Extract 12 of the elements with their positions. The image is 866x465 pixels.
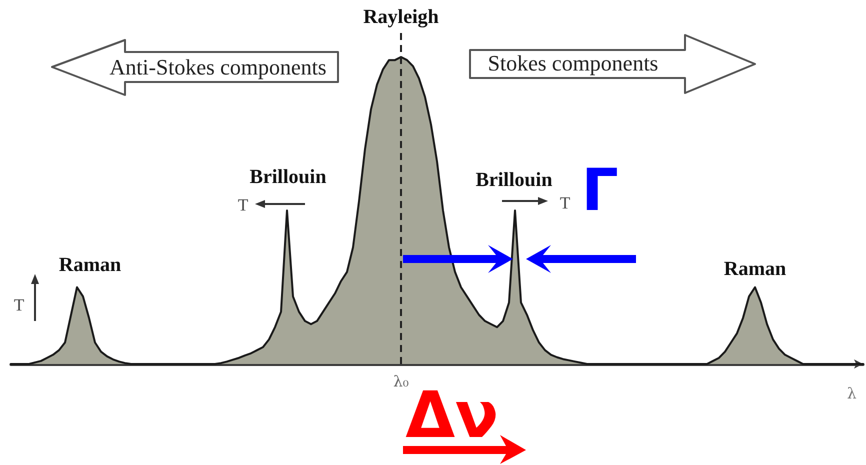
x-axis-title: λ [847,384,857,402]
annotation: Raman [58,254,122,276]
annotation: Raman [724,258,786,280]
annotation: Brillouin [476,169,552,191]
text: Rayleigh [363,6,439,28]
annotation: T [560,194,571,212]
annotation: T [14,296,25,314]
annotation: T [238,196,249,214]
annotation: Stokes components [488,50,658,76]
annotation: Anti-Stokes components [110,54,326,80]
annotation: Brillouin [250,166,326,188]
annotation: Γ [582,156,618,224]
